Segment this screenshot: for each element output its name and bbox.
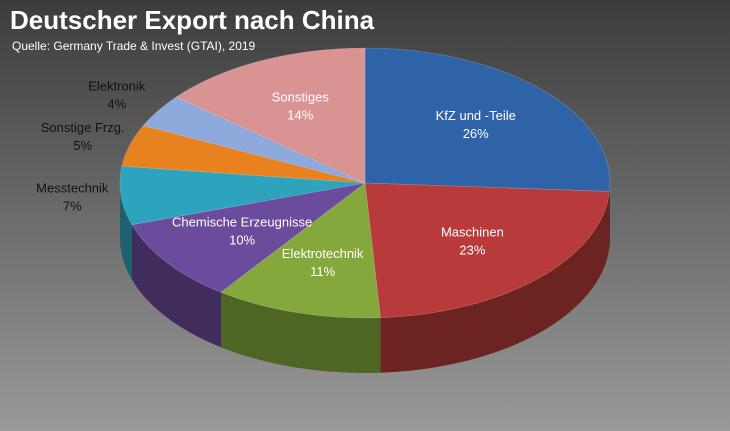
slice-value-label: 7% — [63, 199, 82, 214]
slice-side — [131, 224, 221, 348]
slice-value-label: 4% — [107, 97, 126, 112]
slice — [119, 165, 366, 226]
slice-value-label: 26% — [463, 126, 489, 141]
slice-label: Messtechnik — [36, 181, 109, 196]
slice — [364, 47, 611, 192]
slice-label: Elektrotechnik — [282, 246, 364, 261]
slice-label: Chemische Erzeugnisse — [172, 215, 312, 230]
slice-label: Sonstige Frzg. — [41, 120, 125, 135]
pie: KfZ und -Teile 26% Maschinen 23% Elektrotech… — [36, 47, 611, 373]
slice — [175, 47, 366, 184]
slice-label: KfZ und -Teile — [436, 108, 516, 123]
slice-label: Sonstiges — [272, 90, 330, 105]
slice-value-label: 10% — [229, 233, 255, 248]
slice-value-label: 11% — [310, 264, 335, 279]
slice — [131, 182, 366, 293]
chart-subtitle: Quelle: Germany Trade & Invest (GTAI), 2… — [12, 39, 256, 53]
slice — [142, 96, 366, 184]
slice-value-label: 23% — [459, 243, 485, 258]
slice — [364, 182, 610, 319]
slice-value-label: 5% — [73, 138, 92, 153]
slice-side — [380, 191, 610, 373]
slice — [220, 182, 381, 319]
slice-label: Elektronik — [88, 79, 146, 94]
slice-side — [220, 292, 381, 373]
chart-title: Deutscher Export nach China — [10, 5, 375, 35]
slice-label: Maschinen — [441, 225, 504, 240]
slice-value-label: 14% — [287, 108, 313, 123]
slice-side — [120, 183, 132, 280]
slice — [121, 125, 366, 184]
